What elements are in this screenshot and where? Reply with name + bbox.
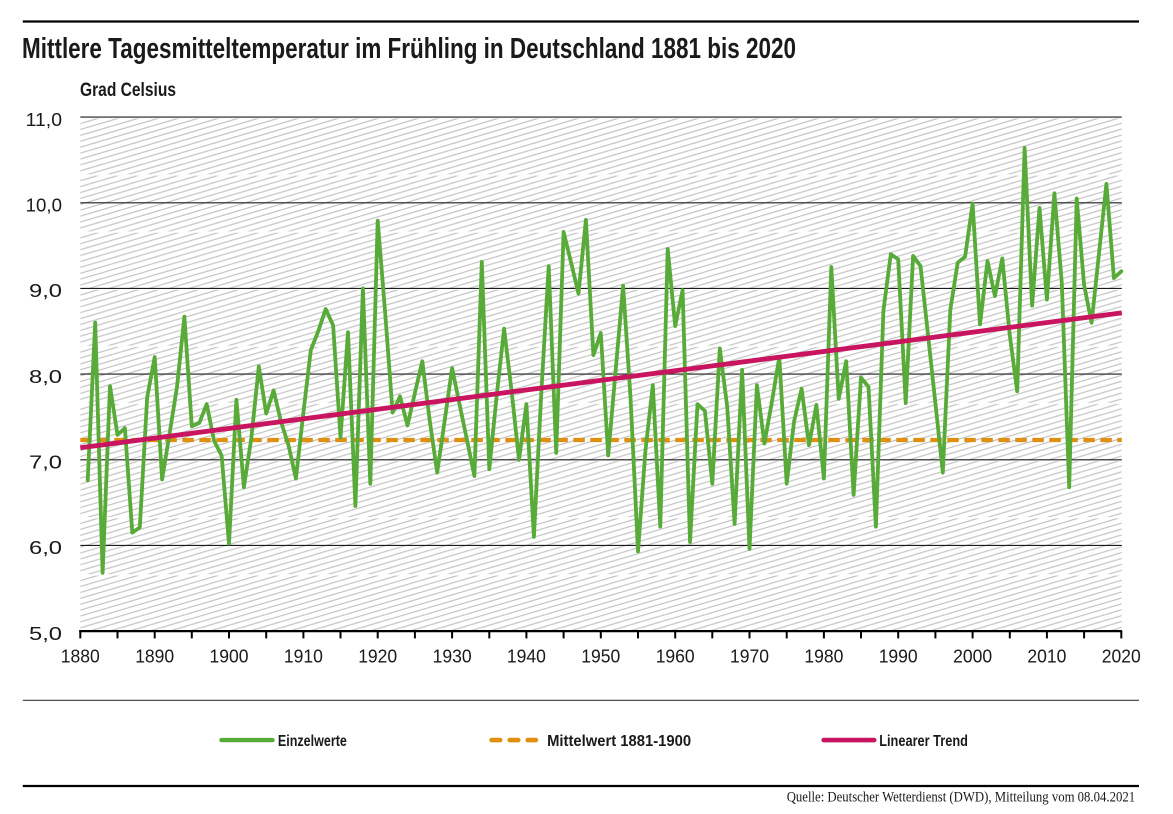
svg-text:9,0: 9,0 xyxy=(29,280,62,301)
svg-text:Mittelwert 1881-1900: Mittelwert 1881-1900 xyxy=(547,733,691,750)
svg-text:1940: 1940 xyxy=(507,646,546,667)
svg-text:5,0: 5,0 xyxy=(29,623,62,644)
svg-text:1890: 1890 xyxy=(135,646,174,667)
svg-text:2020: 2020 xyxy=(1102,646,1141,667)
svg-text:1900: 1900 xyxy=(210,646,249,667)
svg-text:10,0: 10,0 xyxy=(26,194,62,215)
svg-text:Linearer Trend: Linearer Trend xyxy=(879,733,968,750)
svg-text:2010: 2010 xyxy=(1027,646,1066,667)
svg-text:1910: 1910 xyxy=(284,646,323,667)
svg-text:Quelle: Deutscher Wetterdienst: Quelle: Deutscher Wetterdienst (DWD), Mi… xyxy=(787,790,1135,806)
svg-text:1950: 1950 xyxy=(581,646,620,667)
svg-text:7,0: 7,0 xyxy=(29,452,62,473)
svg-text:1980: 1980 xyxy=(804,646,843,667)
svg-text:Mittlere Tagesmitteltemperatur: Mittlere Tagesmitteltemperatur im Frühli… xyxy=(22,33,796,65)
svg-text:1990: 1990 xyxy=(879,646,918,667)
svg-text:Einzelwerte: Einzelwerte xyxy=(278,733,347,750)
svg-text:1930: 1930 xyxy=(433,646,472,667)
svg-text:1880: 1880 xyxy=(61,646,100,667)
svg-text:6,0: 6,0 xyxy=(29,537,62,558)
svg-text:1920: 1920 xyxy=(358,646,397,667)
svg-text:11,0: 11,0 xyxy=(26,109,62,130)
svg-text:8,0: 8,0 xyxy=(29,366,62,387)
svg-text:1970: 1970 xyxy=(730,646,769,667)
svg-text:Grad Celsius: Grad Celsius xyxy=(80,80,176,101)
svg-text:2000: 2000 xyxy=(953,646,992,667)
svg-text:1960: 1960 xyxy=(656,646,695,667)
